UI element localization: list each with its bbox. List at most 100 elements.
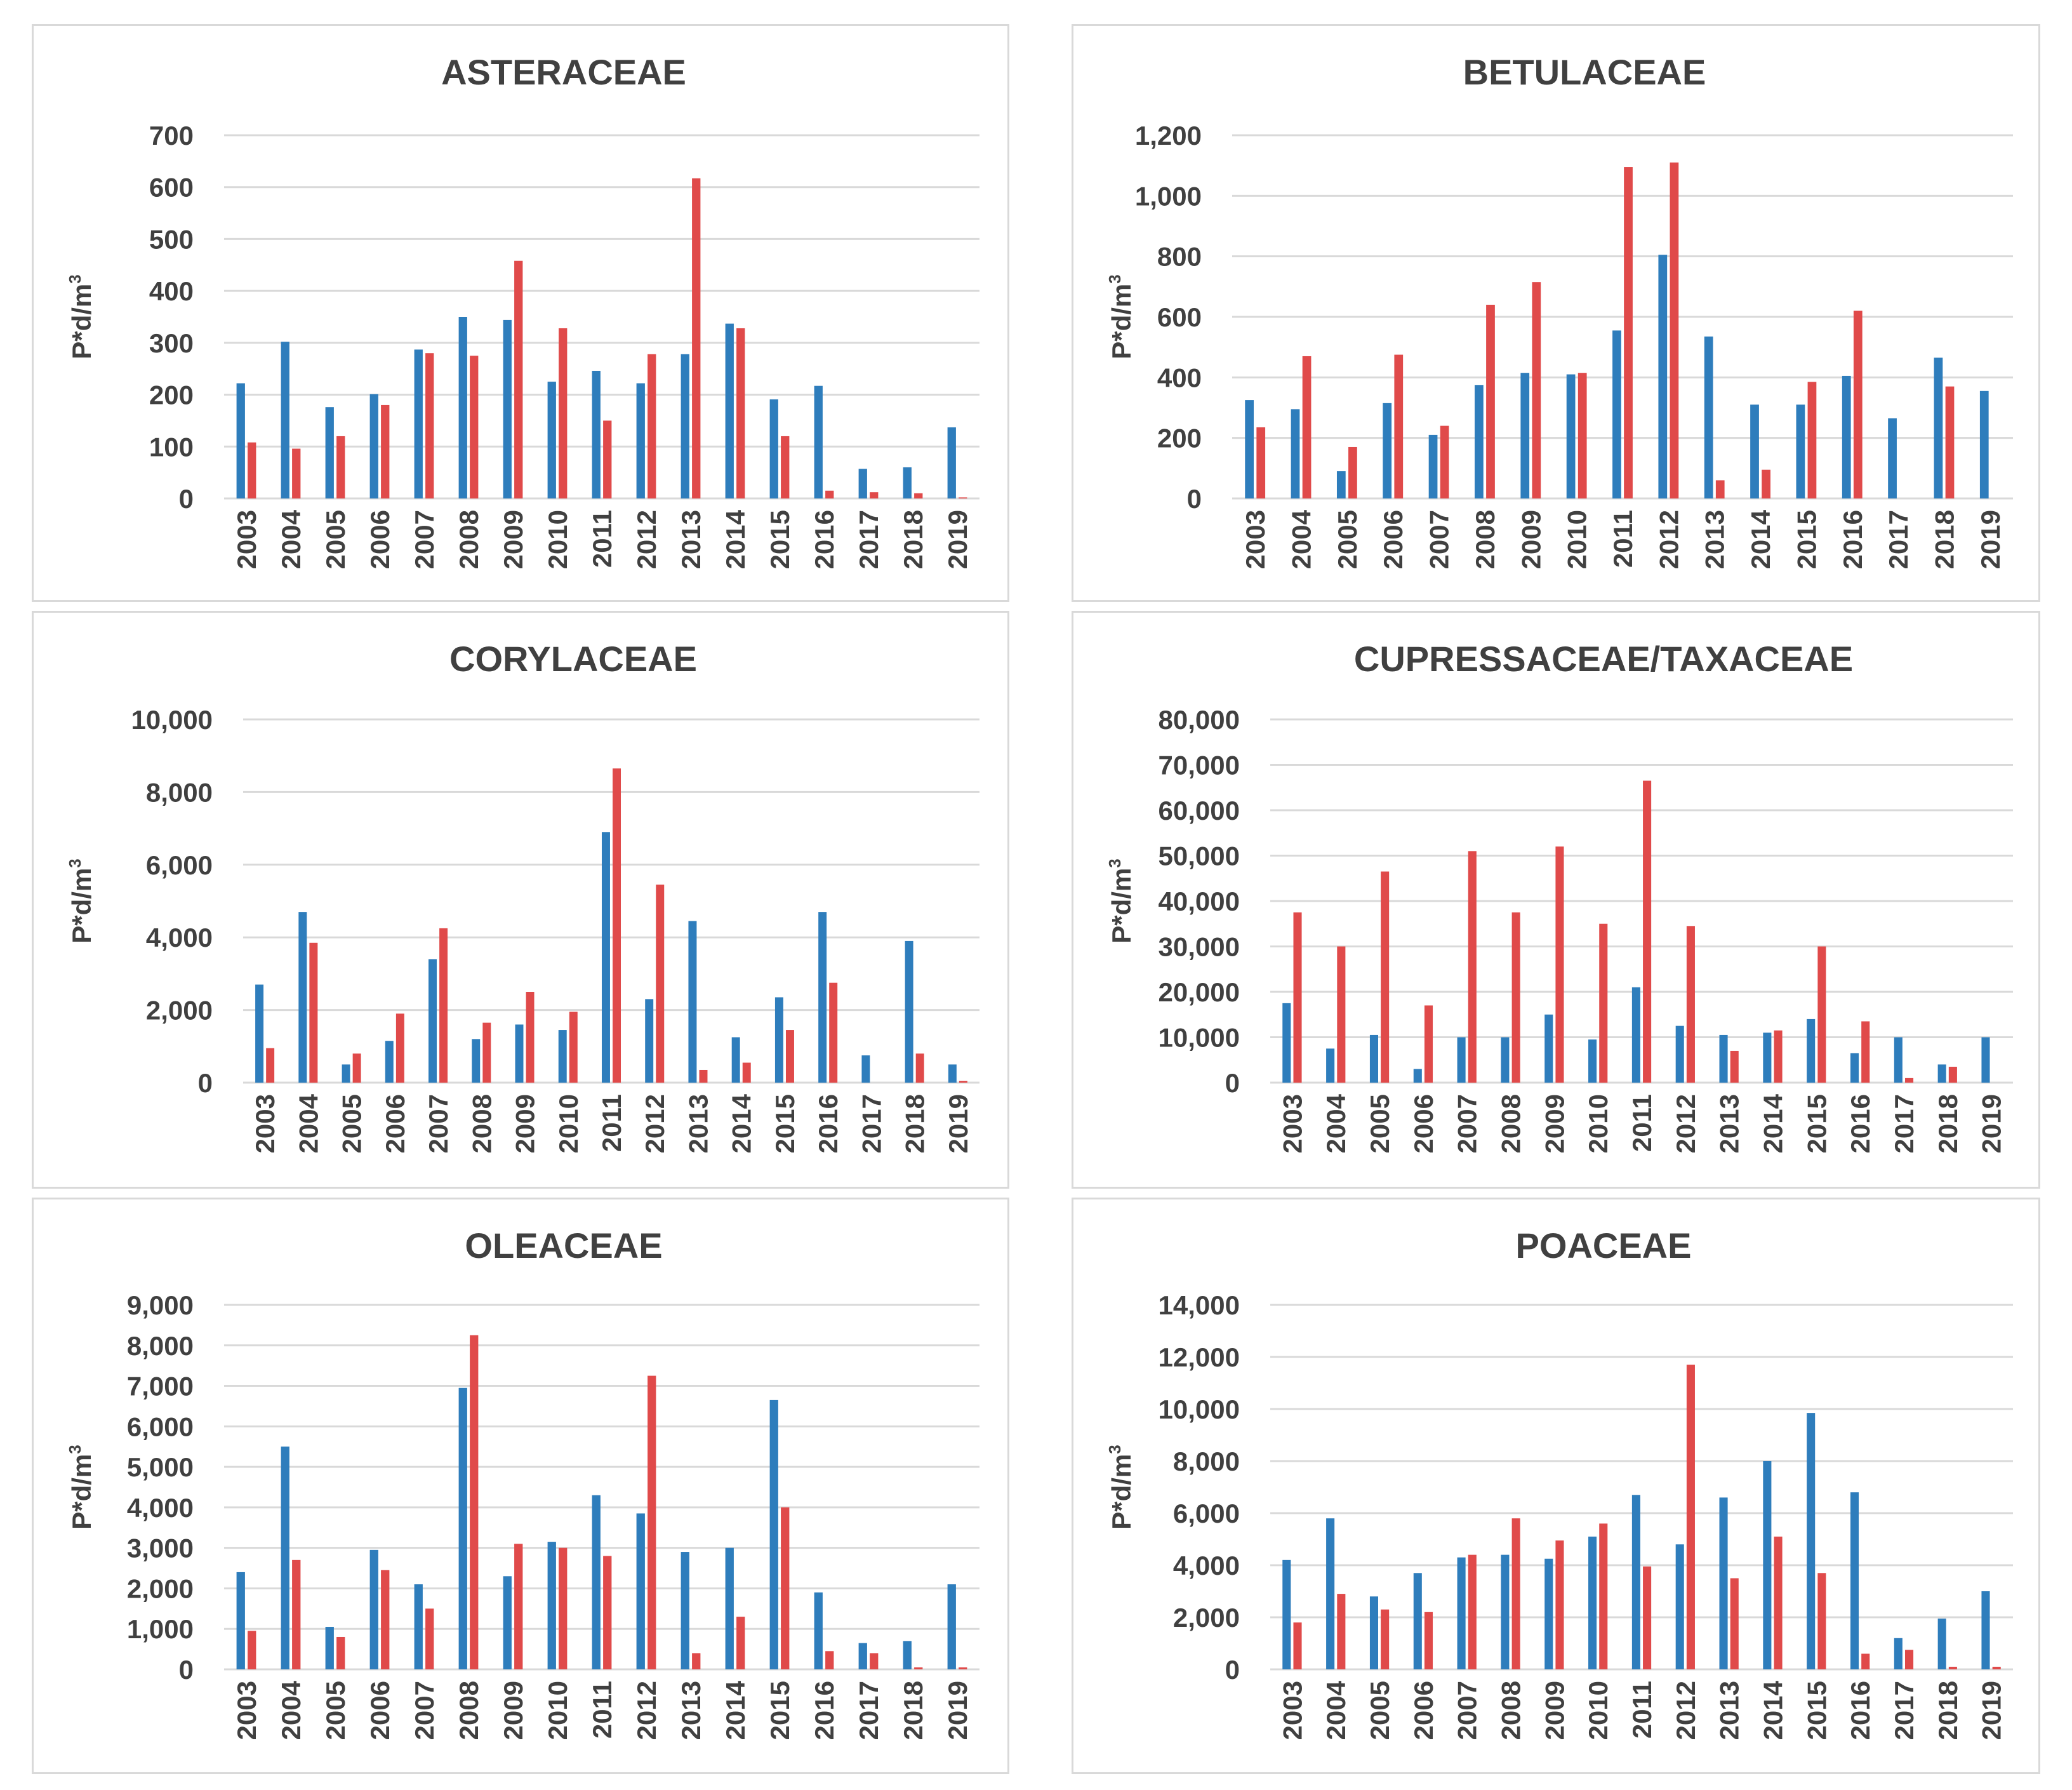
x-tick-label: 2016 — [1838, 510, 1868, 569]
y-tick-label: 6,000 — [1173, 1499, 1240, 1528]
bar-series_a-2010 — [558, 1030, 567, 1083]
bar-series_b-2013 — [1730, 1050, 1739, 1083]
x-tick-label: 2003 — [250, 1094, 280, 1153]
x-tick-label: 2015 — [1802, 1681, 1831, 1740]
bar-series_b-2003 — [1256, 427, 1266, 498]
bar-series_a-2008 — [1475, 385, 1484, 498]
y-tick-label: 4,000 — [1173, 1551, 1240, 1580]
y-tick-label: 14,000 — [1159, 1290, 1240, 1320]
bar-series_b-2018 — [1948, 1666, 1957, 1669]
y-axis-label: P*d/m3 — [1105, 274, 1136, 359]
bar-series_a-2014 — [731, 1037, 740, 1083]
bar-series_a-2016 — [814, 1592, 823, 1669]
bar-series_b-2012 — [1670, 162, 1679, 498]
bar-series_a-2012 — [1658, 255, 1668, 498]
x-tick-label: 2013 — [1700, 510, 1730, 569]
y-tick-label: 9,000 — [127, 1290, 194, 1320]
bar-series_b-2009 — [514, 260, 523, 498]
bar-series_a-2009 — [1520, 373, 1530, 498]
y-tick-label: 8,000 — [1173, 1446, 1240, 1476]
x-tick-label: 2004 — [1321, 1680, 1351, 1740]
x-tick-label: 2007 — [1452, 1094, 1482, 1153]
bar-series_a-2016 — [1850, 1492, 1859, 1669]
y-tick-label: 400 — [149, 276, 194, 306]
bar-series_b-2006 — [1424, 1005, 1433, 1083]
x-tick-label: 2005 — [1365, 1094, 1395, 1153]
bar-series_b-2007 — [439, 928, 448, 1083]
x-tick-label: 2010 — [543, 1681, 573, 1740]
bar-series_b-2011 — [1643, 780, 1652, 1083]
bar-series_a-2009 — [1544, 1014, 1553, 1083]
bar-series_a-2003 — [236, 1572, 245, 1669]
bar-series_b-2019 — [959, 1667, 967, 1669]
x-tick-label: 2009 — [1539, 1681, 1569, 1740]
x-tick-label: 2007 — [1424, 510, 1454, 569]
y-axis-label: P*d/m3 — [1105, 858, 1136, 944]
bar-series_a-2015 — [774, 997, 783, 1083]
bar-series_a-2006 — [385, 1041, 394, 1083]
bar-series_b-2005 — [336, 1636, 345, 1669]
bar-series_a-2003 — [1245, 400, 1254, 498]
x-tick-label: 2017 — [1889, 1681, 1919, 1740]
y-tick-label: 8,000 — [146, 777, 213, 807]
bar-series_b-2010 — [559, 328, 568, 498]
y-axis-label: P*d/m3 — [1105, 1445, 1136, 1530]
y-tick-label: 500 — [149, 224, 194, 254]
bar-series_b-2014 — [742, 1062, 751, 1083]
x-tick-label: 2006 — [1409, 1681, 1438, 1740]
chart-svg: CUPRESSACEAE/TAXACEAE 0 10,000 20,000 30,000… — [1105, 639, 2013, 1153]
x-tick-label: 2015 — [1791, 510, 1821, 569]
x-tick-label: 2012 — [1671, 1681, 1701, 1740]
bar-series_a-2009 — [515, 1024, 524, 1083]
x-tick-label: 2004 — [276, 509, 306, 569]
chart-panel-oleaceae: OLEACEAE 0 1,000 2,000 3,000 4,000 5,000 6,000 7… — [32, 1198, 1009, 1774]
bar-series_b-2009 — [514, 1544, 523, 1669]
bar-series_b-2011 — [1624, 167, 1633, 498]
bar-series_a-2013 — [1704, 336, 1713, 498]
bar-series_b-2015 — [781, 1507, 790, 1669]
bar-series_a-2016 — [818, 912, 827, 1083]
bar-series_b-2003 — [1293, 1622, 1302, 1669]
y-tick-label: 200 — [149, 380, 194, 410]
bar-series_b-2009 — [1532, 282, 1541, 498]
x-tick-label: 2008 — [1470, 510, 1500, 569]
bar-series_b-2008 — [470, 1335, 479, 1669]
bar-series_a-2018 — [905, 940, 913, 1083]
bar-series_a-2007 — [1457, 1557, 1466, 1669]
y-tick-label: 60,000 — [1159, 796, 1240, 825]
bar-series_a-2008 — [472, 1039, 481, 1083]
bar-series_a-2006 — [369, 394, 378, 498]
x-tick-label: 2007 — [409, 1681, 439, 1740]
x-tick-label: 2014 — [727, 1093, 757, 1153]
x-tick-label: 2004 — [1321, 1093, 1351, 1153]
x-tick-label: 2008 — [467, 1094, 496, 1153]
bar-series_a-2018 — [903, 467, 912, 498]
bar-series_b-2019 — [959, 497, 967, 498]
x-tick-label: 2003 — [1240, 510, 1270, 569]
chart-title: OLEACEAE — [465, 1226, 662, 1266]
bar-series_b-2005 — [336, 436, 345, 498]
bar-series_b-2005 — [1348, 446, 1357, 498]
bar-series_b-2018 — [1948, 1066, 1957, 1083]
x-tick-label: 2010 — [543, 510, 573, 569]
bar-series_b-2010 — [1577, 373, 1587, 498]
x-tick-label: 2012 — [632, 1681, 661, 1740]
y-tick-label: 1,000 — [1135, 181, 1202, 211]
bar-series_b-2008 — [482, 1022, 491, 1083]
chart-title: ASTERACEAE — [441, 52, 686, 92]
y-axis-label: P*d/m3 — [65, 1445, 96, 1530]
bar-series_b-2006 — [1424, 1612, 1433, 1669]
bar-series_b-2004 — [1337, 946, 1346, 1083]
bar-series_b-2017 — [870, 1653, 879, 1669]
y-tick-label: 50,000 — [1159, 841, 1240, 871]
bar-series_b-2012 — [1686, 1365, 1695, 1669]
x-tick-label: 2009 — [498, 1681, 528, 1740]
y-tick-label: 200 — [1157, 424, 1202, 453]
bar-series_a-2018 — [1937, 1619, 1946, 1669]
y-tick-label: 6,000 — [127, 1412, 194, 1441]
y-tick-label: 80,000 — [1159, 705, 1240, 735]
bar-series_a-2017 — [1894, 1037, 1903, 1083]
bar-series_b-2003 — [1293, 912, 1302, 1083]
bar-series_b-2016 — [1861, 1653, 1870, 1669]
x-tick-label: 2012 — [1671, 1094, 1701, 1153]
